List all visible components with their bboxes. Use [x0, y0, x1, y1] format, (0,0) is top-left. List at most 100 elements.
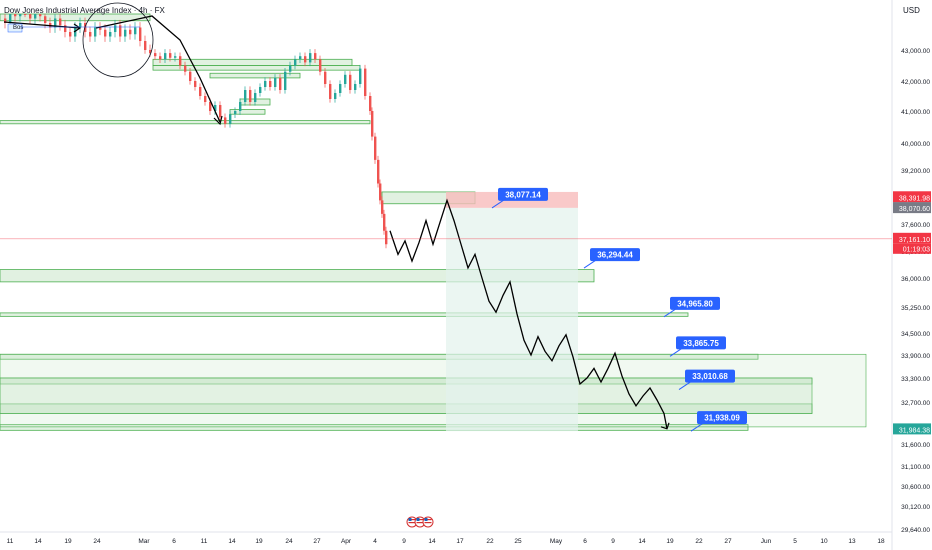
callout-pointer — [491, 199, 505, 209]
candle — [54, 18, 57, 28]
candle — [124, 29, 127, 37]
x-tick-label: 10 — [820, 538, 828, 545]
target-callout — [697, 411, 747, 425]
x-tick-label: 19 — [64, 538, 72, 545]
y-tick-label: 29,640.00 — [901, 527, 930, 534]
candle — [14, 14, 17, 17]
candle — [244, 90, 247, 102]
candle — [79, 23, 82, 28]
candle — [9, 14, 12, 23]
candle — [134, 27, 137, 35]
entry-price-badge — [893, 191, 931, 203]
y-tick-label: 41,000.00 — [901, 109, 930, 116]
countdown-text: 01:19:03 — [903, 246, 930, 253]
y-tick-label: 31,100.00 — [901, 464, 930, 471]
candle — [259, 87, 262, 93]
target-callout — [685, 369, 735, 383]
y-tick-label: 34,500.00 — [901, 331, 930, 338]
x-tick-label: 6 — [172, 538, 176, 545]
candle — [119, 25, 122, 37]
candle — [189, 71, 192, 81]
target-callout — [590, 248, 640, 262]
zones-layer — [0, 13, 867, 431]
candle — [44, 16, 47, 23]
currency-label: USD — [903, 6, 920, 15]
candle — [109, 32, 112, 37]
flag-canton — [424, 518, 428, 521]
candle — [319, 59, 322, 72]
candle — [383, 213, 386, 231]
x-tick-label: 14 — [228, 538, 236, 545]
y-tick-label: 32,700.00 — [901, 400, 930, 407]
candle — [129, 29, 132, 35]
x-tick-label: 9 — [402, 538, 406, 545]
candle — [349, 74, 352, 90]
candle — [304, 56, 307, 63]
x-tick-label: 17 — [456, 538, 464, 545]
target-label: 36,294.44 — [597, 251, 633, 260]
candle — [369, 96, 372, 111]
candle — [169, 53, 172, 58]
candle — [159, 56, 162, 60]
zone-box — [0, 424, 749, 431]
x-tick-label: 27 — [724, 538, 732, 545]
arrow-head — [660, 422, 670, 430]
y-tick-label: 30,120.00 — [901, 504, 930, 511]
arrow-head — [213, 115, 223, 126]
candle — [371, 111, 374, 137]
arrow-line — [95, 15, 221, 123]
candle — [74, 27, 77, 37]
target-label: 33,010.68 — [692, 372, 728, 381]
x-tick-label: 11 — [7, 538, 14, 545]
candle — [34, 14, 37, 19]
price-axis[interactable]: 43,000.00 42,000.00 41,000.00 40,000.00 39,2… — [891, 0, 932, 550]
flag-stripe — [408, 519, 416, 521]
y-tick-label: 42,000.00 — [901, 79, 930, 86]
entry-price-badge-text: 38,391.98 — [899, 195, 930, 202]
candle — [59, 18, 62, 26]
candle — [64, 25, 67, 32]
candle — [179, 56, 182, 66]
candle — [19, 14, 22, 17]
zone-box — [209, 72, 301, 79]
y-tick-label: 31,600.00 — [901, 442, 930, 449]
short-position-tool[interactable] — [446, 191, 578, 432]
y-tick-label: 33,300.00 — [901, 376, 930, 383]
zone-box — [152, 58, 353, 66]
candle — [39, 14, 42, 17]
callout-pointer — [583, 259, 597, 269]
candle — [164, 53, 167, 60]
time-axis[interactable]: 11 14 19 24 Mar 6 11 14 19 24 27 Apr 4 9 14 17 22 25 May 6 9… — [0, 516, 892, 545]
candle — [4, 18, 7, 23]
x-tick-label: 14 — [34, 538, 42, 545]
candle — [69, 32, 72, 37]
candle — [154, 53, 157, 57]
candles-layer — [4, 14, 388, 249]
candle — [149, 50, 152, 54]
x-tick-label: 6 — [583, 538, 587, 545]
candle — [379, 183, 382, 201]
x-tick-label: 11 — [201, 538, 208, 545]
x-tick-label: 4 — [373, 538, 377, 545]
candle — [289, 65, 292, 72]
candle — [354, 84, 357, 90]
candle — [29, 14, 32, 19]
flag-canton — [408, 518, 412, 521]
candle — [184, 65, 187, 72]
x-tick-label: 19 — [666, 538, 674, 545]
current-price-badge — [893, 232, 931, 244]
candle — [194, 81, 197, 87]
price-axis-bg — [892, 0, 932, 550]
x-tick-label: Jun — [761, 538, 772, 545]
current-price-badge-text: 37,161.10 — [899, 237, 930, 244]
symbol-title[interactable]: Dow Jones Industrial Average Index · 4h … — [4, 6, 165, 15]
target-callouts[interactable]: 38,077.14 36,294.44 34,965.80 33,865.75 33,0… — [491, 187, 747, 432]
callout-pointer — [663, 308, 677, 318]
candle — [377, 159, 380, 184]
y-tick-label: 35,250.00 — [901, 305, 930, 312]
zone-box — [0, 120, 371, 125]
candle — [339, 84, 342, 93]
last-target-badge — [893, 423, 931, 435]
